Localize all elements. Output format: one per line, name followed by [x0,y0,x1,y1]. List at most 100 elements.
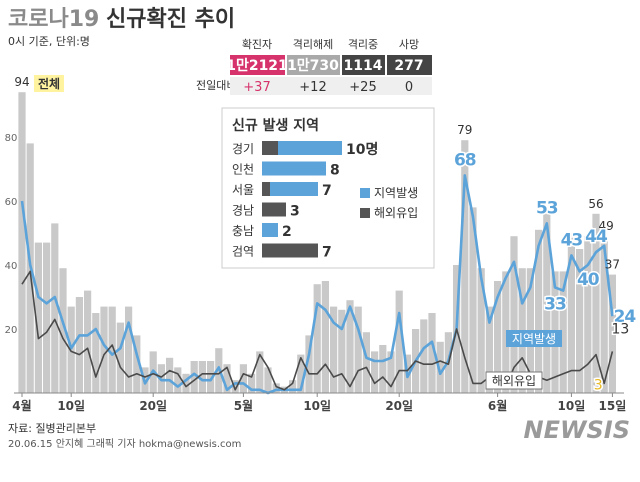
x-tick-label: 10일 [303,399,331,413]
region-label: 서울 [232,183,254,197]
bar [174,367,182,393]
data-label: 49 [599,219,614,233]
source: 자료: 질병관리본부 [8,422,96,435]
stat-change: +25 [349,80,376,95]
bar [379,345,387,393]
y-tick-label: 40 [5,261,18,272]
bar [305,335,313,393]
region-bar [262,202,286,217]
bar [371,351,379,393]
stat-value: 277 [394,58,423,74]
bar [535,229,543,393]
stat-value: 1만2121 [226,58,288,74]
bar [264,367,272,393]
series-tag-bg [506,330,562,347]
region-label: 인천 [232,162,254,177]
change-row [230,77,432,95]
region-total: 2 [282,224,292,240]
stat-header: 사망 [399,38,419,51]
legend-label: 해외유입 [374,206,418,220]
y-tick-label: 20 [5,325,18,336]
data-label: 56 [588,197,603,211]
region-label: 검역 [232,245,254,259]
y-tick-label: 60 [5,197,18,208]
stat-box [342,55,385,75]
stat-value: 1만730 [287,58,339,74]
bar [567,233,575,393]
region-bar [262,161,326,176]
title-prefix: 코로나19 [8,7,99,32]
legend-label: 지역발생 [374,186,418,200]
bar [108,306,116,393]
region-bar [262,182,270,196]
bar [395,290,403,393]
region-bar [262,243,318,258]
bar [584,236,592,393]
bar [428,313,436,393]
line [20,174,614,395]
logo: NEWSIS [524,416,630,444]
bar [362,332,370,393]
bar [354,306,362,393]
bar [461,140,469,393]
chart-title: 신규확진 추이 [106,7,235,32]
x-tick-label: 10일 [558,399,586,413]
data-label: 79 [457,123,472,137]
data-label: 68 [454,150,476,170]
stat-header: 격리해제 [293,37,333,51]
series-tag: 해외유입 [492,374,536,388]
bar [469,207,477,393]
data-label: 94 [14,75,29,89]
region-total: 7 [322,183,332,199]
x-tick-label: 6월 [488,398,507,413]
bar [313,284,321,393]
series-tag-bg [34,75,64,92]
bar [420,319,428,393]
bar [67,306,75,393]
bar [100,306,108,393]
data-label: 44 [585,227,608,247]
change-label: 전일대비 [196,78,236,92]
bar [321,281,329,393]
bar [239,364,247,393]
stat-value: 1114 [344,58,383,74]
bar [59,268,67,393]
bar [207,361,215,393]
bar [34,242,42,393]
bar [125,306,133,393]
x-tick-label: 4월 [12,398,31,413]
stat-box [387,55,432,75]
bar [330,306,338,393]
data-label: 13 [611,321,629,337]
region-total: 3 [290,204,300,220]
x-tick-label: 15일 [599,399,627,413]
bar [346,300,354,393]
subtitle: 0시 기준, 단위:명 [8,35,90,48]
bar [600,236,608,393]
bar [256,351,264,393]
region-total: 7 [322,245,332,261]
stat-box [287,55,340,75]
credit: 20.06.15 안지혜 그래픽 기자 hokma@newsis.com [8,438,241,450]
x-tick-label: 10일 [57,399,85,413]
region-bar [262,223,278,237]
stat-change: +12 [299,80,326,95]
stats-box: 확진자 격리해제 격리중 사망 1만2121 1만730 1114 277 전일… [196,37,432,95]
bar [190,361,198,393]
bar [133,335,141,393]
bar [289,380,297,393]
stat-change: 0 [405,80,413,95]
legend-swatch [360,208,370,218]
series-tag: 전체 [38,76,60,91]
region-total: 10명 [346,141,378,158]
bar [231,380,239,393]
bar [477,268,485,393]
stat-header: 격리중 [348,38,378,51]
line [21,270,614,391]
data-label: 37 [605,258,620,272]
main-chart: 20 40 60 80 4월 10일 20일 5월 10일 20일 6월 10일 15일 [5,92,627,413]
region-box [221,107,435,269]
data-label: 40 [577,270,600,290]
